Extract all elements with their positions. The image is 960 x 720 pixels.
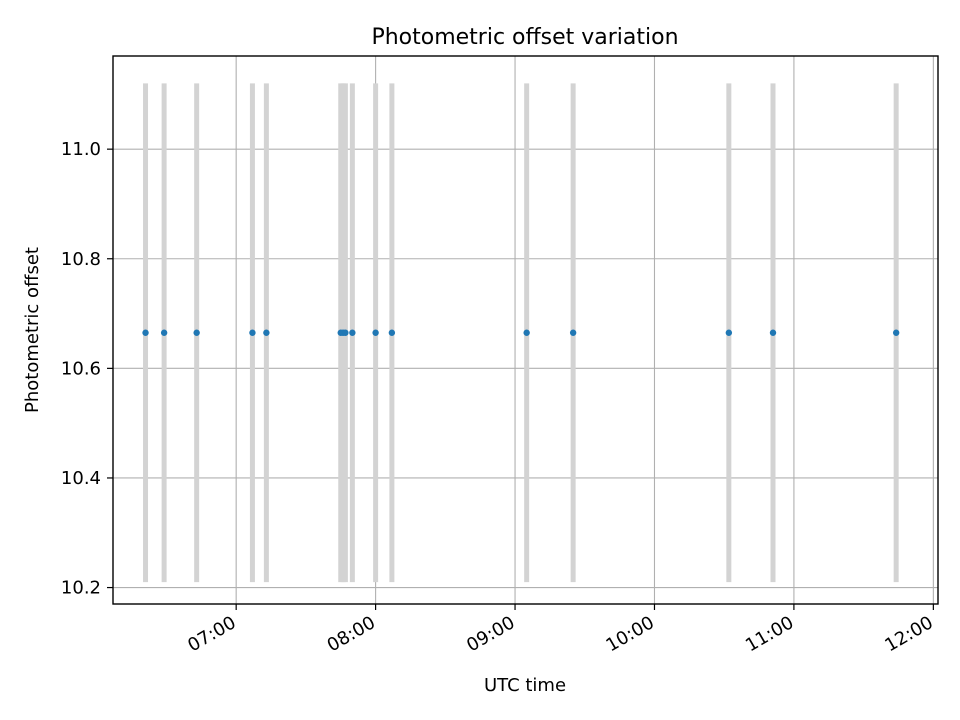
data-point — [892, 329, 900, 336]
data-point — [249, 329, 256, 336]
y-tick-label: 10.2 — [61, 578, 101, 599]
y-axis-ticks: 10.2 10.4 10.6 10.8 11.0 — [61, 139, 113, 599]
data-point — [725, 329, 733, 336]
y-tick-label: 11.0 — [61, 139, 101, 160]
y-tick-label: 10.6 — [61, 358, 101, 379]
data-point — [769, 329, 777, 336]
data-point — [388, 329, 396, 336]
plot-frame — [112, 55, 939, 605]
x-axis-label: UTC time — [484, 675, 566, 696]
data-point — [569, 329, 577, 336]
y-tick-label: 10.4 — [61, 468, 101, 489]
data-point — [523, 329, 530, 336]
data-point — [372, 329, 379, 336]
data-point — [193, 329, 200, 336]
chart-title: Photometric offset variation — [371, 25, 678, 50]
y-axis-label: Photometric offset — [22, 247, 43, 413]
data-points — [142, 329, 900, 336]
y-tick-label: 10.8 — [61, 249, 101, 270]
data-point — [263, 329, 270, 336]
data-point — [349, 329, 356, 336]
data-point — [142, 329, 149, 336]
data-point — [160, 329, 168, 336]
data-point — [342, 329, 349, 336]
